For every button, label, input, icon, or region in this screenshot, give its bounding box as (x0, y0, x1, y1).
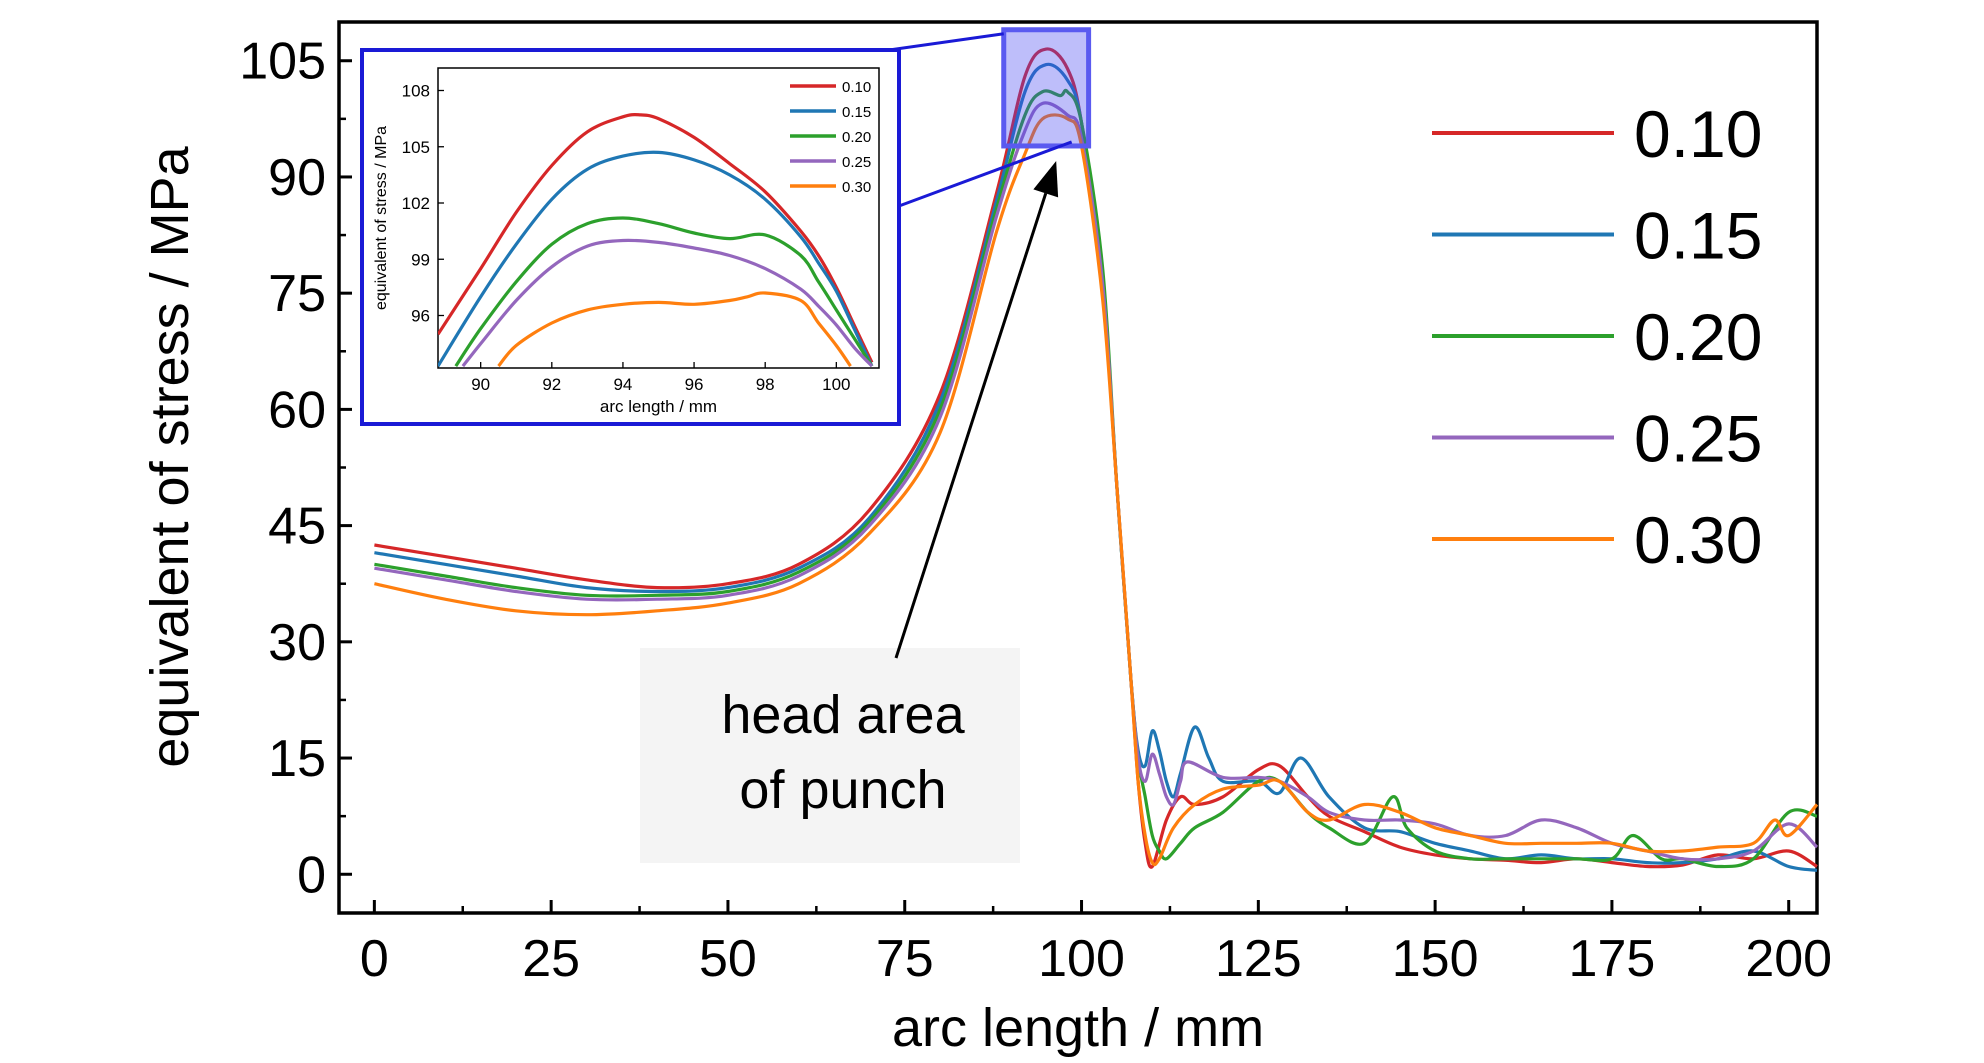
inset-x-tick-label: 90 (471, 375, 490, 394)
inset-legend-label: 0.25 (842, 154, 871, 171)
x-tick-label: 0 (360, 930, 389, 988)
legend-label: 0.30 (1634, 503, 1762, 577)
inset-legend-label: 0.10 (842, 79, 871, 96)
inset-y-tick-label: 108 (402, 82, 430, 101)
x-tick-label: 75 (876, 930, 934, 988)
inset-plot: 90 92 94 96 98 100 96 99 102 105 108 arc length / m… (360, 32, 1073, 426)
inset-x-tick-label: 98 (756, 375, 775, 394)
series-line-0.15 (374, 62, 1818, 872)
legend-label: 0.10 (1634, 97, 1762, 171)
x-axis-label: arc length / mm (892, 998, 1264, 1058)
inset-series-line-0.30 (497, 291, 852, 368)
annotation: head area of punch (721, 160, 1059, 820)
inset-series-line-0.15 (438, 150, 874, 367)
y-tick-label: 105 (239, 33, 326, 91)
inset-y-tick-label: 99 (411, 250, 430, 269)
inset-x-tick-label: 96 (685, 375, 704, 394)
x-tick-label: 175 (1569, 930, 1656, 988)
y-tick-label: 0 (297, 846, 326, 904)
legend-label: 0.20 (1634, 300, 1762, 374)
series-line-0.10 (374, 47, 1818, 869)
series-line-0.20 (374, 88, 1818, 869)
main-plot: 0 25 50 75 100 125 150 175 200 0 15 30 45 60 75 90 105 ar… (140, 20, 1832, 1058)
annotation-line-1: head area (721, 685, 965, 745)
annotation-arrow-head (1033, 160, 1059, 198)
legend-label: 0.15 (1634, 199, 1762, 273)
y-tick-label: 75 (268, 265, 326, 323)
x-tick-label: 200 (1745, 930, 1832, 988)
y-axis-label: equivalent of stress / MPa (140, 145, 200, 767)
x-tick-label: 50 (699, 930, 757, 988)
x-tick-label: 100 (1038, 930, 1125, 988)
y-tick-label: 15 (268, 730, 326, 788)
y-tick-label: 45 (268, 498, 326, 556)
legend-label: 0.25 (1634, 402, 1762, 476)
inset-x-tick-label: 92 (542, 375, 561, 394)
inset-legend-label: 0.15 (842, 104, 871, 121)
series-line-0.30 (374, 113, 1819, 867)
inset-legend-label: 0.30 (842, 179, 871, 196)
x-tick-label: 150 (1392, 930, 1479, 988)
zoom-highlight-box (1001, 27, 1092, 149)
inset-y-tick-label: 105 (402, 138, 430, 157)
legend: 0.10 0.15 0.20 0.25 0.30 (1432, 97, 1762, 577)
inset-series-group (438, 113, 874, 368)
inset-y-tick-label: 102 (402, 194, 430, 213)
inset-y-tick-label: 96 (411, 307, 430, 326)
zoom-connector-line (888, 32, 1004, 52)
y-tick-label: 90 (268, 149, 326, 207)
inset-x-tick-label: 100 (822, 375, 850, 394)
annotation-line-2: of punch (739, 760, 946, 820)
zoom-connector-line (898, 140, 1073, 208)
inset-series-line-0.20 (454, 216, 874, 367)
x-tick-label: 25 (522, 930, 580, 988)
inset-x-axis-label: arc length / mm (600, 397, 717, 416)
inset-x-tick-label: 94 (613, 375, 632, 394)
annotation-arrow-shaft (894, 192, 1048, 659)
series-line-0.25 (374, 101, 1819, 862)
x-tick-label: 125 (1215, 930, 1302, 988)
inset-y-axis-label: equivalent of stress / MPa (373, 126, 390, 310)
y-tick-label: 60 (268, 381, 326, 439)
inset-legend-label: 0.20 (842, 129, 871, 146)
y-tick-label: 30 (268, 614, 326, 672)
inset-plot-frame (437, 67, 880, 369)
inset-series-line-0.25 (461, 238, 874, 368)
inset-series-line-0.10 (438, 113, 874, 364)
annotation-background (640, 648, 1020, 863)
